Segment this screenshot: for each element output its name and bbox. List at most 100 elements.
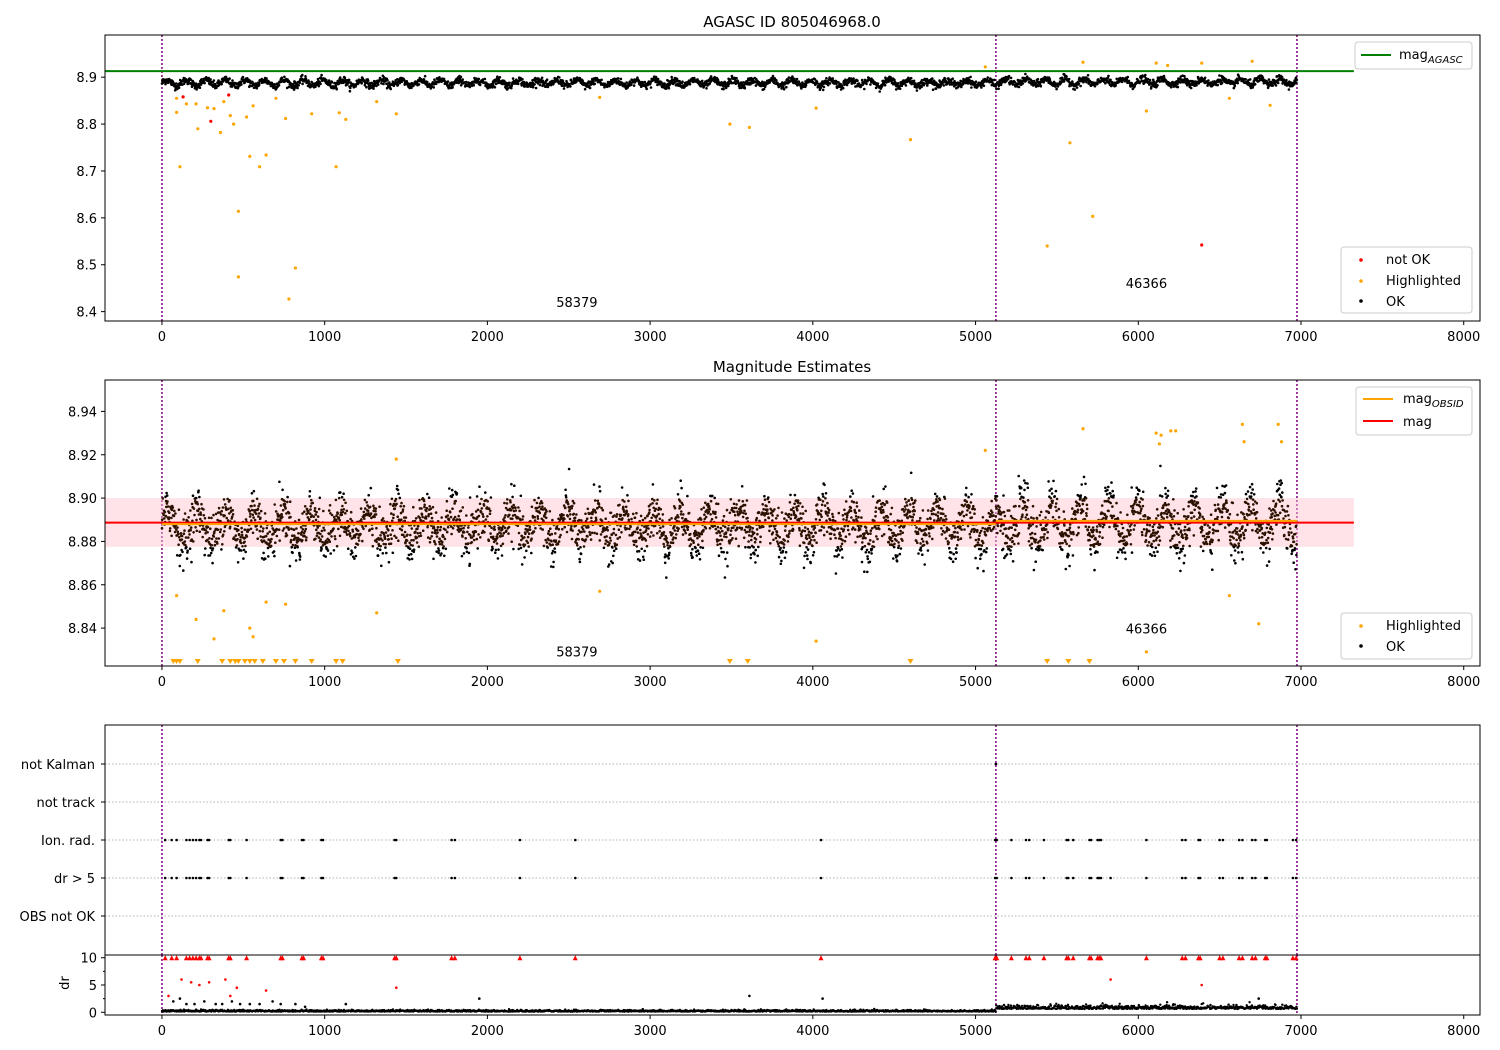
ok-point xyxy=(534,526,537,530)
ok-point xyxy=(347,529,350,533)
ok-point xyxy=(742,81,745,84)
ok-point xyxy=(941,81,944,84)
ok-point xyxy=(645,544,649,548)
ok-point xyxy=(212,513,215,517)
ok-point xyxy=(266,532,270,535)
ok-point xyxy=(541,505,544,509)
ok-point xyxy=(395,502,398,506)
ok-point xyxy=(637,549,641,553)
ok-point xyxy=(645,87,648,91)
ok-point xyxy=(521,515,525,518)
ok-point xyxy=(460,527,463,531)
ok-point xyxy=(609,539,612,542)
ok-point xyxy=(181,550,184,554)
ok-point xyxy=(354,546,357,549)
ok-point xyxy=(538,505,541,509)
ok-point xyxy=(761,80,764,84)
ok-point xyxy=(630,83,633,86)
ok-point xyxy=(619,77,623,81)
ok-point xyxy=(263,512,267,515)
ok-point xyxy=(550,532,554,536)
ok-point xyxy=(583,82,586,85)
ok-point xyxy=(797,80,801,83)
ok-point xyxy=(173,509,176,513)
ok-point xyxy=(562,87,566,90)
ok-point xyxy=(192,531,195,534)
ok-point xyxy=(444,547,448,551)
ok-point xyxy=(292,528,296,531)
ok-point xyxy=(244,544,247,548)
ok-point xyxy=(563,525,566,529)
ok-point xyxy=(909,76,913,80)
ok-point xyxy=(228,525,232,529)
ok-point xyxy=(374,507,378,510)
ok-point xyxy=(250,492,254,495)
ok-point xyxy=(590,516,593,520)
ok-point xyxy=(643,80,647,84)
ok-point xyxy=(693,76,696,80)
ok-point xyxy=(203,81,206,85)
ok-point xyxy=(317,536,321,539)
ok-point xyxy=(508,513,511,517)
ok-point xyxy=(297,518,301,522)
ok-point xyxy=(198,86,202,89)
ok-point xyxy=(309,508,312,511)
ok-point xyxy=(269,544,273,548)
ok-point xyxy=(258,529,262,533)
ok-point xyxy=(641,518,645,522)
ok-point xyxy=(348,532,352,535)
ok-point xyxy=(447,518,451,522)
ok-point xyxy=(548,510,552,513)
ok-point xyxy=(419,534,423,537)
ok-point xyxy=(581,528,585,531)
ok-point xyxy=(176,526,179,529)
ok-point xyxy=(661,82,665,85)
ok-point xyxy=(316,515,320,518)
ok-point xyxy=(180,538,184,541)
ok-point xyxy=(506,498,509,501)
ok-point xyxy=(250,519,253,522)
ok-point xyxy=(310,498,313,502)
ok-point xyxy=(379,544,383,548)
ok-point xyxy=(591,512,594,516)
ok-point xyxy=(425,80,429,84)
x-tick-label: 8000 xyxy=(1447,330,1480,345)
ok-point xyxy=(528,528,532,531)
ok-point xyxy=(1056,85,1060,88)
ok-point xyxy=(369,512,373,515)
ok-point xyxy=(415,541,419,544)
ok-point xyxy=(1021,82,1025,85)
ok-point xyxy=(240,83,243,86)
ok-point xyxy=(615,543,619,546)
ok-point xyxy=(194,526,197,529)
ok-point xyxy=(387,538,391,541)
ok-point xyxy=(279,504,283,507)
ok-point xyxy=(484,518,488,521)
ok-point xyxy=(510,86,513,90)
ok-point xyxy=(291,551,294,555)
ok-point xyxy=(856,79,859,82)
ok-point xyxy=(318,496,322,500)
ok-point xyxy=(500,554,504,557)
ok-point xyxy=(525,549,528,553)
ok-point xyxy=(326,541,329,544)
ok-point xyxy=(220,509,223,513)
ok-point xyxy=(530,551,533,555)
ok-point xyxy=(512,547,515,551)
ok-point xyxy=(569,85,572,88)
not-ok-point xyxy=(227,93,231,97)
ok-point xyxy=(392,513,395,516)
ok-point xyxy=(1024,72,1027,76)
ok-point xyxy=(292,82,295,86)
ok-point xyxy=(253,518,257,522)
ok-point xyxy=(564,506,567,510)
highlighted-point xyxy=(310,112,314,116)
y-tick-label: 8.84 xyxy=(68,622,97,637)
ok-point xyxy=(739,81,743,84)
ok-point xyxy=(1096,82,1099,86)
ok-point xyxy=(216,542,219,545)
ok-point xyxy=(598,489,602,493)
ok-point xyxy=(419,531,422,535)
ok-point xyxy=(585,517,589,520)
ok-point xyxy=(227,507,230,511)
